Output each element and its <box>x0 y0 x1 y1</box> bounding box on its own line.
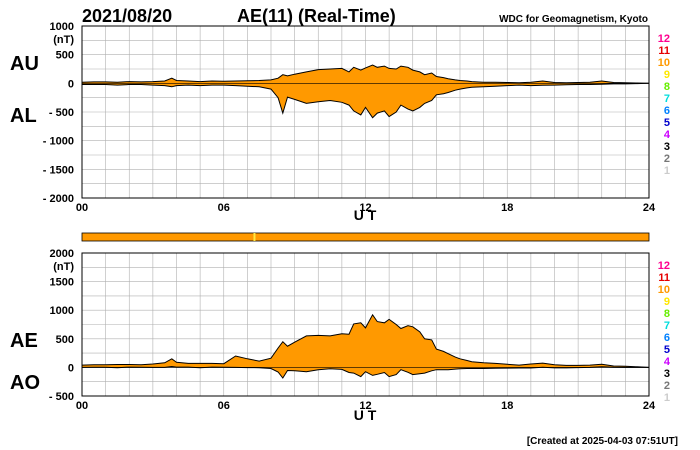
plot-frame <box>81 252 650 397</box>
y-tick-label: - 2000 <box>43 193 74 205</box>
series-line-au <box>81 64 650 84</box>
ao-label: AO <box>10 372 40 394</box>
station-count-label: 11 <box>658 272 670 284</box>
y-tick-label: 1500 <box>50 277 74 289</box>
station-count-label: 12 <box>658 260 670 272</box>
y-tick-label: - 500 <box>49 107 74 119</box>
status-bar <box>81 232 650 242</box>
y-tick-label: - 1000 <box>43 136 74 148</box>
x-tick-label: 00 <box>76 400 88 412</box>
station-count-label: 3 <box>664 141 670 153</box>
series-line-ae <box>81 313 650 368</box>
station-count-label: 2 <box>664 380 670 392</box>
station-count-label: 1 <box>664 392 670 404</box>
plot-frame <box>81 25 650 199</box>
station-count-label: 3 <box>664 368 670 380</box>
x-tick-label: 18 <box>501 202 513 214</box>
y-tick-label: 1000 <box>50 21 74 33</box>
station-count-label: 2 <box>664 153 670 165</box>
source-label: WDC for Geomagnetism, Kyoto <box>499 14 648 25</box>
y-tick-label: - 500 <box>49 391 74 403</box>
y-tick-label: 500 <box>56 334 74 346</box>
x-tick-label: 00 <box>76 202 88 214</box>
x-tick-label: 12 <box>359 400 371 412</box>
unit-label-bottom: (nT) <box>53 261 74 273</box>
x-tick-label: 24 <box>643 400 656 412</box>
x-tick-label: 12 <box>359 202 371 214</box>
date-title: 2021/08/20 <box>82 6 172 26</box>
y-tick-label: 500 <box>56 50 74 62</box>
station-count-label: 1 <box>664 165 670 177</box>
station-count-label: 12 <box>658 33 670 45</box>
station-count-label: 10 <box>658 284 670 296</box>
series-line-al <box>82 82 650 119</box>
x-tick-label: 06 <box>218 202 230 214</box>
y-tick-label: - 1500 <box>43 164 74 176</box>
y-tick-label: 0 <box>68 362 74 374</box>
y-tick-label: 2000 <box>50 248 74 260</box>
chart-title: AE(11) (Real-Time) <box>237 6 396 26</box>
station-count-label: 5 <box>664 117 670 129</box>
created-timestamp: [Created at 2025-04-03 07:51UT] <box>527 436 678 447</box>
x-tick-label: 18 <box>501 400 513 412</box>
station-count-label: 7 <box>664 93 670 105</box>
station-count-label: 7 <box>664 320 670 332</box>
ae-label: AE <box>10 330 38 352</box>
station-count-label: 9 <box>664 69 670 81</box>
station-count-label: 5 <box>664 344 670 356</box>
y-tick-label: 0 <box>68 78 74 90</box>
y-tick-label: 1000 <box>50 305 74 317</box>
series-area-fill <box>82 314 649 378</box>
station-count-label: 11 <box>658 45 670 57</box>
x-tick-label: 24 <box>643 202 656 214</box>
station-count-label: 4 <box>664 356 671 368</box>
station-count-label: 9 <box>664 296 670 308</box>
unit-label-top: (nT) <box>53 34 74 46</box>
x-tick-label: 06 <box>218 400 230 412</box>
x-axis-title-top: U T <box>354 207 377 223</box>
station-count-label: 4 <box>664 129 671 141</box>
station-count-label: 6 <box>664 105 670 117</box>
au-label: AU <box>10 53 39 75</box>
station-count-label: 6 <box>664 332 670 344</box>
x-axis-title-bottom: U T <box>354 407 377 423</box>
station-count-label: 8 <box>664 81 670 93</box>
station-count-label: 8 <box>664 308 670 320</box>
al-label: AL <box>10 105 37 127</box>
station-count-label: 10 <box>658 57 670 69</box>
series-area-fill <box>82 65 649 118</box>
